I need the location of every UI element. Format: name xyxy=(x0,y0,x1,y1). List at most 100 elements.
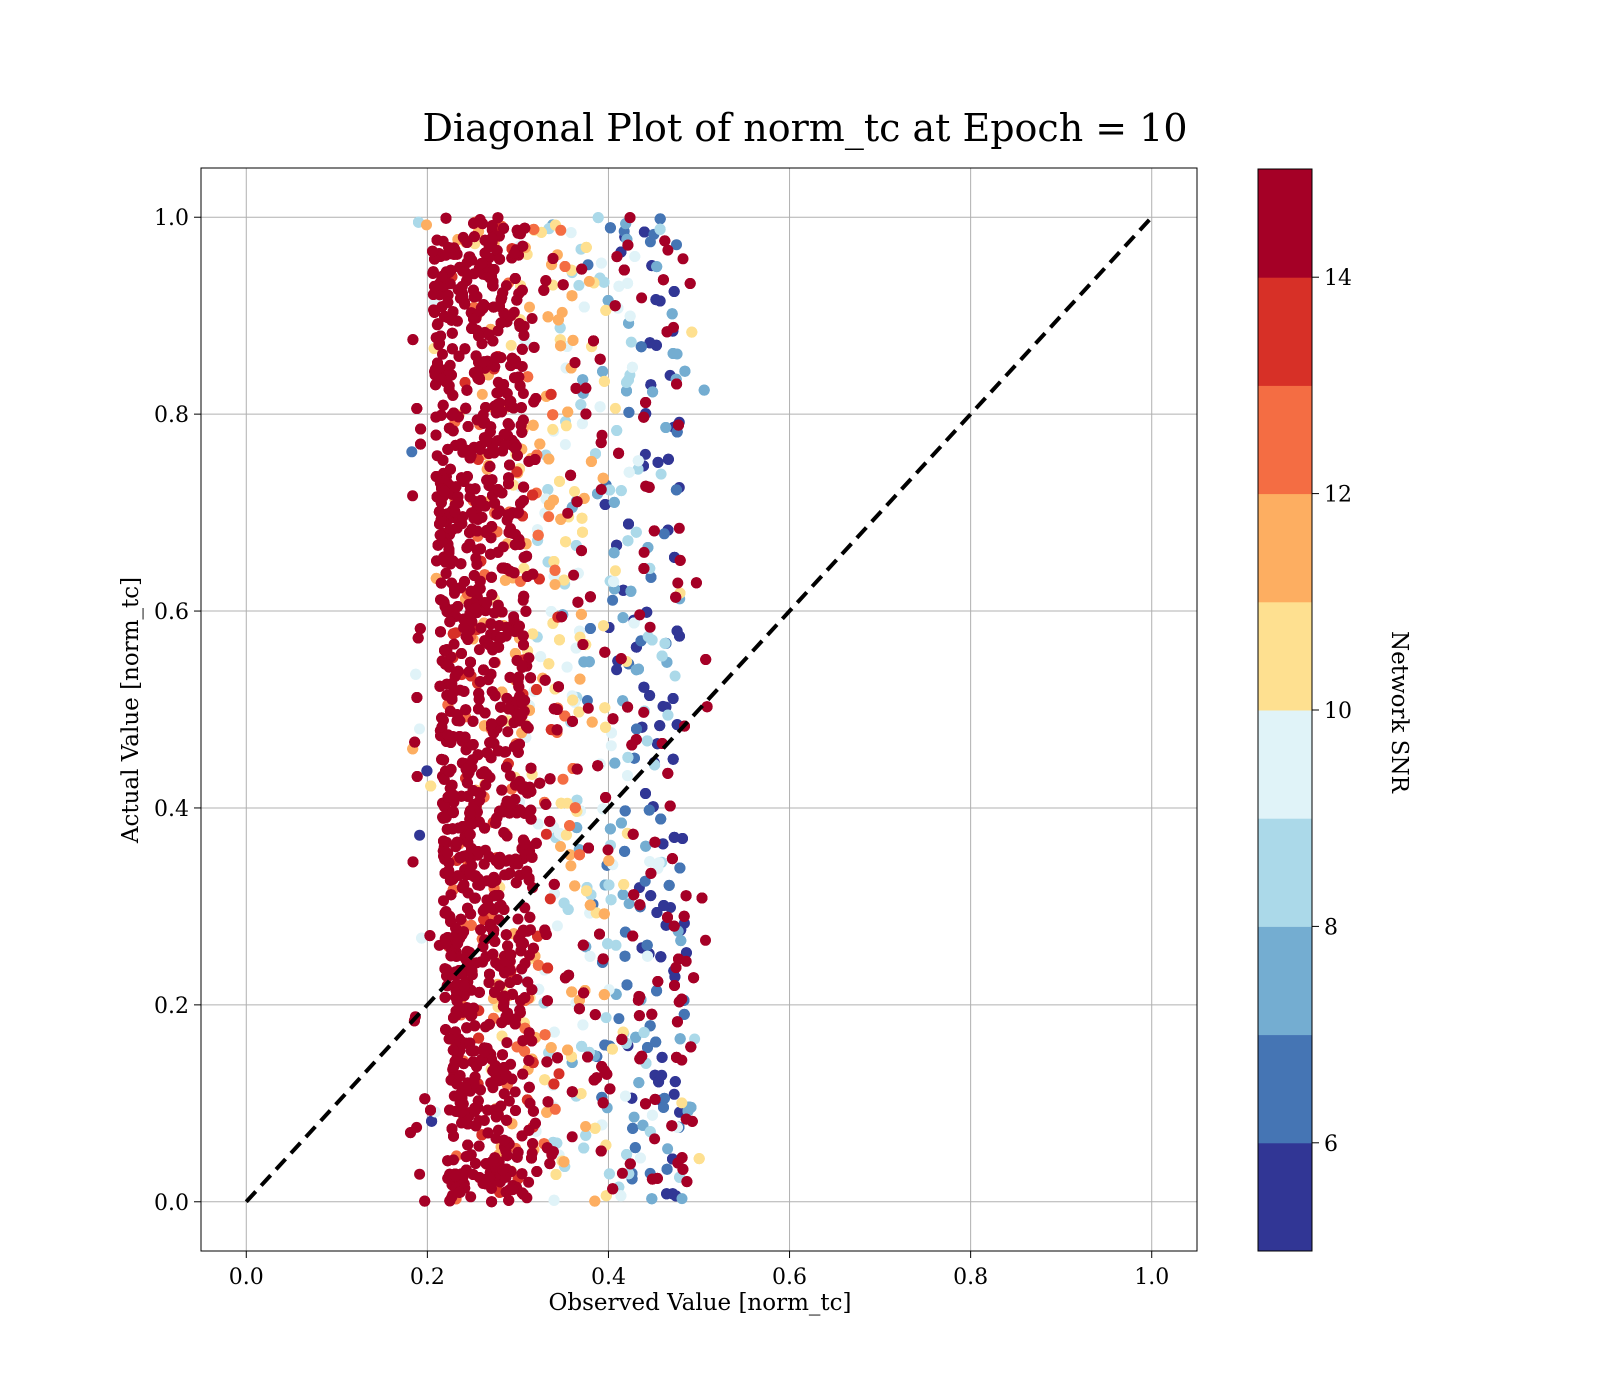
scatter-point xyxy=(570,382,582,394)
scatter-point xyxy=(582,1051,594,1063)
scatter-point xyxy=(651,1172,663,1184)
scatter-point xyxy=(619,950,631,962)
scatter-point xyxy=(547,409,559,421)
scatter-point xyxy=(523,1055,535,1066)
scatter-point xyxy=(503,854,515,866)
scatter-point xyxy=(636,1050,648,1062)
scatter-point xyxy=(649,1133,661,1145)
scatter-point xyxy=(573,1003,585,1015)
scatter-point xyxy=(609,300,621,312)
scatter-point xyxy=(516,1130,528,1142)
scatter-point xyxy=(569,486,580,497)
scatter-point xyxy=(558,1156,570,1168)
scatter-point xyxy=(644,337,656,349)
scatter-point xyxy=(547,253,559,264)
scatter-point xyxy=(508,306,520,318)
scatter-point xyxy=(628,617,640,629)
scatter-point xyxy=(514,804,526,816)
scatter-point xyxy=(552,1052,563,1064)
scatter-point xyxy=(577,639,589,650)
scatter-point xyxy=(668,286,680,297)
scatter-point xyxy=(698,384,710,396)
scatter-point xyxy=(621,979,633,991)
scatter-point xyxy=(583,842,594,854)
scatter-point xyxy=(460,1151,472,1163)
scatter-point xyxy=(555,841,566,852)
scatter-point xyxy=(470,870,481,882)
scatter-point xyxy=(558,574,570,586)
scatter-point xyxy=(602,938,614,950)
scatter-point xyxy=(443,383,455,395)
scatter-point xyxy=(575,1088,587,1100)
scatter-point xyxy=(619,845,631,857)
scatter-point xyxy=(606,1043,618,1055)
scatter-point xyxy=(443,543,455,555)
scatter-point xyxy=(608,576,620,588)
scatter-point xyxy=(667,753,679,765)
scatter-point xyxy=(652,976,664,987)
scatter-point xyxy=(421,219,432,231)
scatter-point xyxy=(642,950,653,962)
scatter-point xyxy=(597,953,609,965)
scatter-point xyxy=(662,453,674,465)
scatter-point xyxy=(626,739,638,751)
scatter-point xyxy=(650,1036,662,1048)
scatter-point xyxy=(574,849,585,861)
scatter-point xyxy=(486,1196,498,1208)
scatter-point xyxy=(504,770,516,782)
scatter-point xyxy=(584,591,596,603)
scatter-point xyxy=(445,950,457,962)
scatter-point xyxy=(613,447,625,459)
scatter-point xyxy=(523,1081,535,1093)
scatter-point xyxy=(468,231,480,243)
scatter-point xyxy=(632,455,644,467)
scatter-point xyxy=(646,1109,658,1121)
scatter-point xyxy=(454,852,466,864)
scatter-point xyxy=(546,1149,558,1161)
scatter-point xyxy=(627,1122,639,1134)
scatter-point xyxy=(638,563,650,574)
scatter-point xyxy=(557,773,569,785)
scatter-point xyxy=(429,280,440,292)
scatter-point xyxy=(671,625,683,637)
scatter-point xyxy=(560,420,572,432)
scatter-point xyxy=(498,827,510,839)
scatter-point xyxy=(661,326,673,338)
scatter-point xyxy=(608,547,620,559)
scatter-point xyxy=(474,444,486,455)
scatter-point xyxy=(594,401,606,413)
scatter-point xyxy=(693,1153,705,1165)
scatter-point xyxy=(442,443,454,455)
scatter-point xyxy=(633,990,645,1002)
scatter-point xyxy=(671,348,683,360)
scatter-point xyxy=(666,1120,678,1132)
scatter-point xyxy=(505,339,517,351)
scatter-point xyxy=(611,425,623,436)
scatter-point xyxy=(507,527,518,539)
scatter-point xyxy=(521,550,533,562)
scatter-point xyxy=(548,1078,560,1090)
scatter-point xyxy=(486,718,497,730)
scatter-point xyxy=(623,518,634,530)
scatter-point xyxy=(466,321,478,333)
scatter-point xyxy=(576,263,588,275)
scatter-point xyxy=(619,805,631,817)
scatter-point xyxy=(604,222,616,234)
scatter-point xyxy=(673,419,684,431)
scatter-point xyxy=(486,571,497,583)
scatter-point xyxy=(504,459,515,471)
scatter-point xyxy=(674,554,686,566)
scatter-point xyxy=(501,621,512,633)
scatter-point xyxy=(430,411,442,423)
scatter-point xyxy=(645,890,657,902)
scatter-point xyxy=(513,620,525,632)
scatter-point xyxy=(473,703,484,715)
scatter-point xyxy=(644,236,656,248)
scatter-point xyxy=(494,397,506,409)
scatter-point xyxy=(450,1009,462,1021)
scatter-point xyxy=(531,684,542,695)
scatter-point xyxy=(451,986,463,998)
scatter-point xyxy=(662,911,673,923)
scatter-point xyxy=(483,639,495,651)
scatter-point xyxy=(458,622,470,634)
